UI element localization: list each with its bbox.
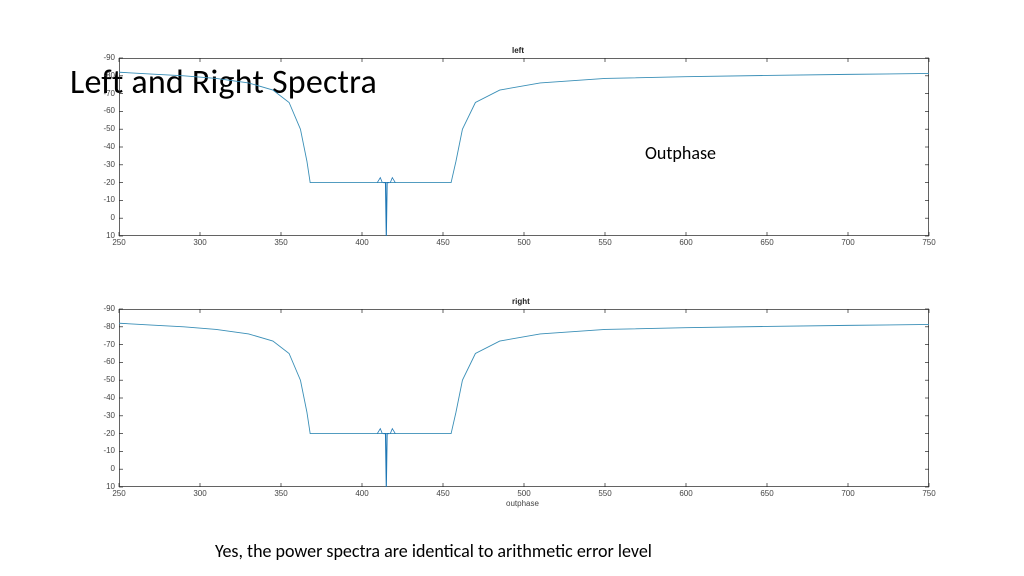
y-tick-label: -40	[97, 393, 115, 402]
y-tick-label: -80	[97, 322, 115, 331]
chart-right-spectrum: 100-10-20-30-40-50-60-70-80-902503003504…	[119, 309, 929, 487]
y-tick-label: -20	[97, 429, 115, 438]
x-tick-label: 700	[836, 489, 860, 498]
x-tick-label: 500	[512, 238, 536, 247]
y-tick-label: -80	[97, 71, 115, 80]
x-tick-label: 350	[269, 238, 293, 247]
x-tick-label: 500	[512, 489, 536, 498]
y-tick-label: -50	[97, 124, 115, 133]
y-tick-label: -30	[97, 160, 115, 169]
y-tick-label: -60	[97, 106, 115, 115]
x-tick-label: 700	[836, 238, 860, 247]
x-axis-label: outphase	[506, 499, 539, 508]
y-tick-label: -90	[97, 304, 115, 313]
chart-subtitle: left	[512, 46, 524, 55]
y-tick-label: -70	[97, 340, 115, 349]
x-tick-label: 250	[107, 238, 131, 247]
y-tick-label: -70	[97, 89, 115, 98]
y-tick-label: -60	[97, 357, 115, 366]
x-tick-label: 300	[188, 489, 212, 498]
x-tick-label: 550	[593, 238, 617, 247]
y-tick-label: -50	[97, 375, 115, 384]
chart-subtitle: right	[512, 297, 530, 306]
x-tick-label: 400	[350, 489, 374, 498]
x-tick-label: 750	[917, 238, 941, 247]
y-tick-label: -10	[97, 195, 115, 204]
y-tick-label: -20	[97, 178, 115, 187]
slide: { "title": "Left and Right Spectra", "an…	[0, 0, 1024, 576]
y-tick-label: -30	[97, 411, 115, 420]
x-tick-label: 650	[755, 238, 779, 247]
y-tick-label: -40	[97, 142, 115, 151]
x-tick-label: 400	[350, 238, 374, 247]
y-tick-label: -90	[97, 53, 115, 62]
y-tick-label: -10	[97, 446, 115, 455]
chart-left-spectrum: 100-10-20-30-40-50-60-70-80-902503003504…	[119, 58, 929, 236]
x-tick-label: 550	[593, 489, 617, 498]
x-tick-label: 600	[674, 489, 698, 498]
y-tick-label: 0	[97, 464, 115, 473]
x-tick-label: 300	[188, 238, 212, 247]
x-tick-label: 450	[431, 238, 455, 247]
x-tick-label: 750	[917, 489, 941, 498]
y-tick-label: 0	[97, 213, 115, 222]
x-tick-label: 600	[674, 238, 698, 247]
x-tick-label: 250	[107, 489, 131, 498]
x-tick-label: 650	[755, 489, 779, 498]
caption-text: Yes, the power spectra are identical to …	[215, 540, 652, 562]
x-tick-label: 450	[431, 489, 455, 498]
x-tick-label: 350	[269, 489, 293, 498]
